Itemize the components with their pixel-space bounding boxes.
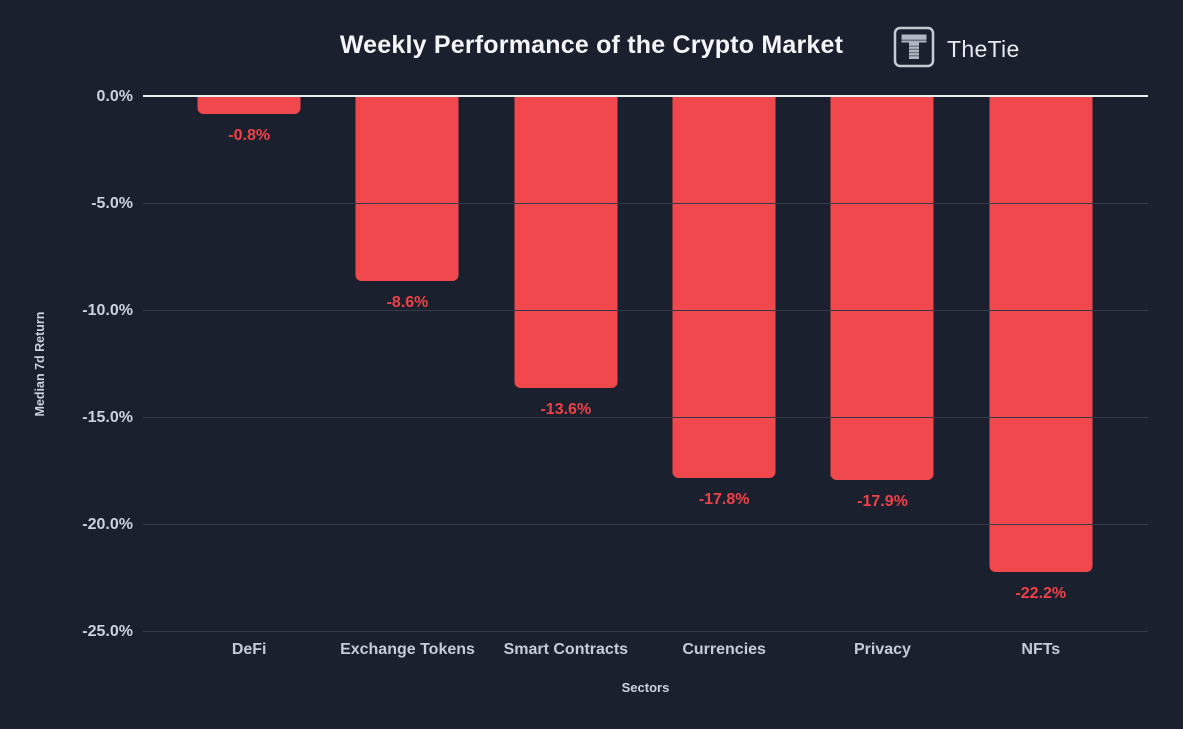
y-tick-label: -10.0% bbox=[82, 302, 133, 319]
bar-band-privacy: -17.9% bbox=[803, 97, 961, 632]
plot-area: -0.8% -8.6% -13.6% -17.8% -17.9% -22.2% bbox=[143, 95, 1148, 632]
thetie-logo-icon bbox=[893, 26, 935, 73]
bar-value-label: -22.2% bbox=[1015, 585, 1067, 603]
gridline bbox=[143, 524, 1148, 525]
gridline bbox=[143, 203, 1148, 204]
y-tick-label: -5.0% bbox=[91, 195, 133, 212]
x-tick-label: Smart Contracts bbox=[503, 641, 629, 658]
bar-value-label: -8.6% bbox=[386, 294, 429, 312]
x-tick-label: Privacy bbox=[854, 641, 911, 658]
chart-title: Weekly Performance of the Crypto Market bbox=[339, 31, 844, 59]
x-tick-label: DeFi bbox=[231, 641, 267, 658]
bar-currencies[interactable] bbox=[672, 97, 776, 478]
bar-exchange-tokens[interactable] bbox=[355, 97, 459, 282]
bar-value-label: -17.9% bbox=[857, 493, 908, 511]
bar-privacy[interactable] bbox=[830, 97, 934, 481]
x-axis-title: Sectors bbox=[621, 680, 670, 695]
bar-nfts[interactable] bbox=[989, 97, 1093, 573]
gridline bbox=[143, 310, 1148, 311]
y-tick-label: -25.0% bbox=[82, 623, 133, 640]
x-tick-label: Exchange Tokens bbox=[340, 641, 475, 658]
x-axis-tick-labels: DeFi Exchange Tokens Smart Contracts Curren… bbox=[170, 641, 1120, 661]
y-tick-label: -15.0% bbox=[82, 409, 133, 426]
x-tick-label: Currencies bbox=[682, 641, 766, 658]
y-tick-label: -20.0% bbox=[82, 516, 133, 533]
brand-logo: TheTie bbox=[893, 26, 1020, 73]
bar-band-defi: -0.8% bbox=[170, 97, 328, 632]
y-axis-tick-labels: 0.0% -5.0% -10.0% -15.0% -20.0% -25.0% bbox=[0, 88, 133, 640]
bar-value-label: -0.8% bbox=[228, 127, 271, 145]
bar-value-label: -13.6% bbox=[540, 401, 592, 419]
bar-value-label: -17.8% bbox=[698, 490, 750, 508]
y-tick-label: 0.0% bbox=[96, 88, 133, 105]
bar-band-currencies: -17.8% bbox=[645, 97, 803, 632]
gridline bbox=[143, 417, 1148, 418]
x-tick-label: NFTs bbox=[1021, 641, 1061, 658]
bar-defi[interactable] bbox=[197, 97, 301, 115]
bar-band-smart-contracts: -13.6% bbox=[487, 97, 645, 632]
bar-smart-contracts[interactable] bbox=[514, 97, 618, 389]
bar-band-nfts: -22.2% bbox=[962, 97, 1120, 632]
gridline bbox=[143, 631, 1148, 632]
brand-name: TheTie bbox=[947, 36, 1020, 62]
bar-band-exchange-tokens: -8.6% bbox=[328, 97, 486, 632]
bar-series: -0.8% -8.6% -13.6% -17.8% -17.9% -22.2% bbox=[170, 97, 1120, 632]
